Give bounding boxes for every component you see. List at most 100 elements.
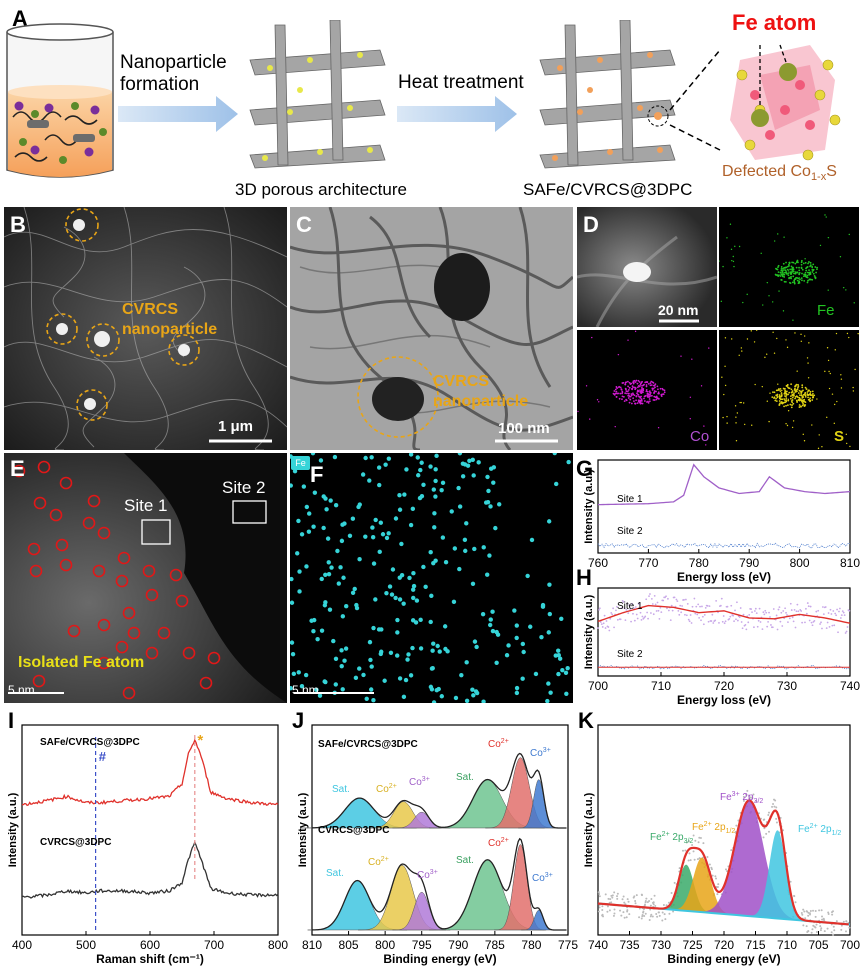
chart-h-site1-point [658,617,661,620]
fe-atom-dot [476,460,481,465]
chart-k-data-point [613,912,616,915]
eds-dot [657,426,660,429]
eds-dot [804,273,807,276]
eds-dot [807,279,809,282]
eds-dot [827,236,830,239]
fe-atom-circle [169,568,183,582]
eds-dot [733,265,735,268]
panel-letter-j: J [292,708,305,733]
fe-atom-dot [467,458,472,463]
fe-atom-dot [326,560,331,565]
chart-k-data-point [680,881,683,884]
fe-atom-circle [97,618,111,632]
eds-dot [615,390,618,393]
fe-atom-dot [421,482,426,487]
fe-atom-circle [175,594,189,608]
chart-h-site1-point [690,622,693,624]
chart-i-label-s1: SAFe/CVRCS@3DPC [40,737,140,748]
fe-atom-dot [369,664,374,669]
eds-dot [797,383,799,386]
chart-k-data-point [648,899,651,902]
fe-atom-dot [485,572,490,577]
chart-h-site1-point [667,597,669,600]
fe-atom-dot [529,537,535,543]
chart-k-data-point [745,805,748,808]
fe-atom-dot [297,569,302,574]
eds-dot [787,410,790,412]
chart-i-star: * [197,732,203,749]
chart-k-data-point [706,856,709,859]
chart-h-site1-point [674,605,677,608]
chart-k-data-point [775,821,778,824]
chart-g-series-site2 [597,542,851,549]
chart-k-data-point [640,917,643,920]
chart-h-site1-point [685,614,688,617]
chart-i-ylabel: Intensity (a.u.) [7,792,19,867]
fe-atom-dot [547,611,553,617]
eds-dot [643,397,645,400]
fe-atom-dot [481,699,486,703]
chart-i-x-tick-label: 500 [76,938,96,952]
chart-k-data-point [620,914,623,917]
chart-k-label-fe2b: Fe2+ 2p1/2 [692,821,735,835]
eds-dot [790,265,793,268]
eds-dot [776,337,778,340]
eds-dot [769,392,771,394]
eds-dot [809,265,811,268]
eds-dot [627,385,629,388]
fe-atom-dot [464,660,469,665]
eds-dot [777,266,779,269]
eds-dot [794,332,796,334]
chart-j-peak-label-10: Co2+ [488,837,509,849]
chart-k-data-point [708,870,711,873]
eds-dot [809,393,812,396]
chart-k-data-point [598,893,601,896]
eds-dot [792,270,795,273]
fe-atom-dot [304,504,310,510]
chart-h-site1-point [724,620,727,623]
chart-k-data-point [754,810,757,813]
chart-k-data-point [710,866,713,869]
fe-atom-dot [402,492,407,497]
chart-k-data-point [669,900,672,903]
chart-h-site1-point [751,611,753,614]
fe-atom-circle [55,538,69,552]
eds-dot [724,337,727,339]
chart-h-site1-point [785,611,787,614]
chart-k-data-point [847,921,850,924]
fe-atom-circle [33,496,47,510]
chart-h-site1-point [771,626,774,629]
eds-dot [788,277,790,280]
chart-h-site1-point [791,616,794,619]
eds-dot [806,357,809,359]
eds-dot [796,400,799,403]
eds-dot [742,301,744,304]
chart-j-peak-label-2: Co3+ [409,776,430,788]
chart-k-data-point [815,930,818,933]
chart-j-peak-label-3: Sat. [456,772,474,783]
chart-k-peak-0 [655,864,717,914]
chart-k-data-point [808,912,811,915]
chart-h-site1-point [692,609,695,612]
chart-k-data-point [651,901,654,904]
eds-dot [805,269,808,272]
fe-atom-dot [371,625,376,631]
chart-h-site1-point [714,619,717,622]
chart-k-data-point [632,896,635,899]
chart-h-site1-point [816,615,819,618]
chart-g-axes-frame [597,459,851,554]
chart-h-site1-point [660,611,663,614]
fe-atom-dot [304,564,309,569]
peak-label-sup: 2+ [389,783,397,790]
eds-dot [614,425,616,428]
eds-dot [662,393,665,396]
fe-atom-dot [338,565,343,570]
eds-dot [796,259,799,262]
eds-dot [784,399,786,402]
fe-atom-dot [428,619,433,625]
eds-dot [798,269,801,272]
chart-h-site1-point [613,626,615,629]
chart-h-site1-point [663,596,666,599]
eds-dot [828,387,831,390]
fe-atom-dot [506,643,511,648]
